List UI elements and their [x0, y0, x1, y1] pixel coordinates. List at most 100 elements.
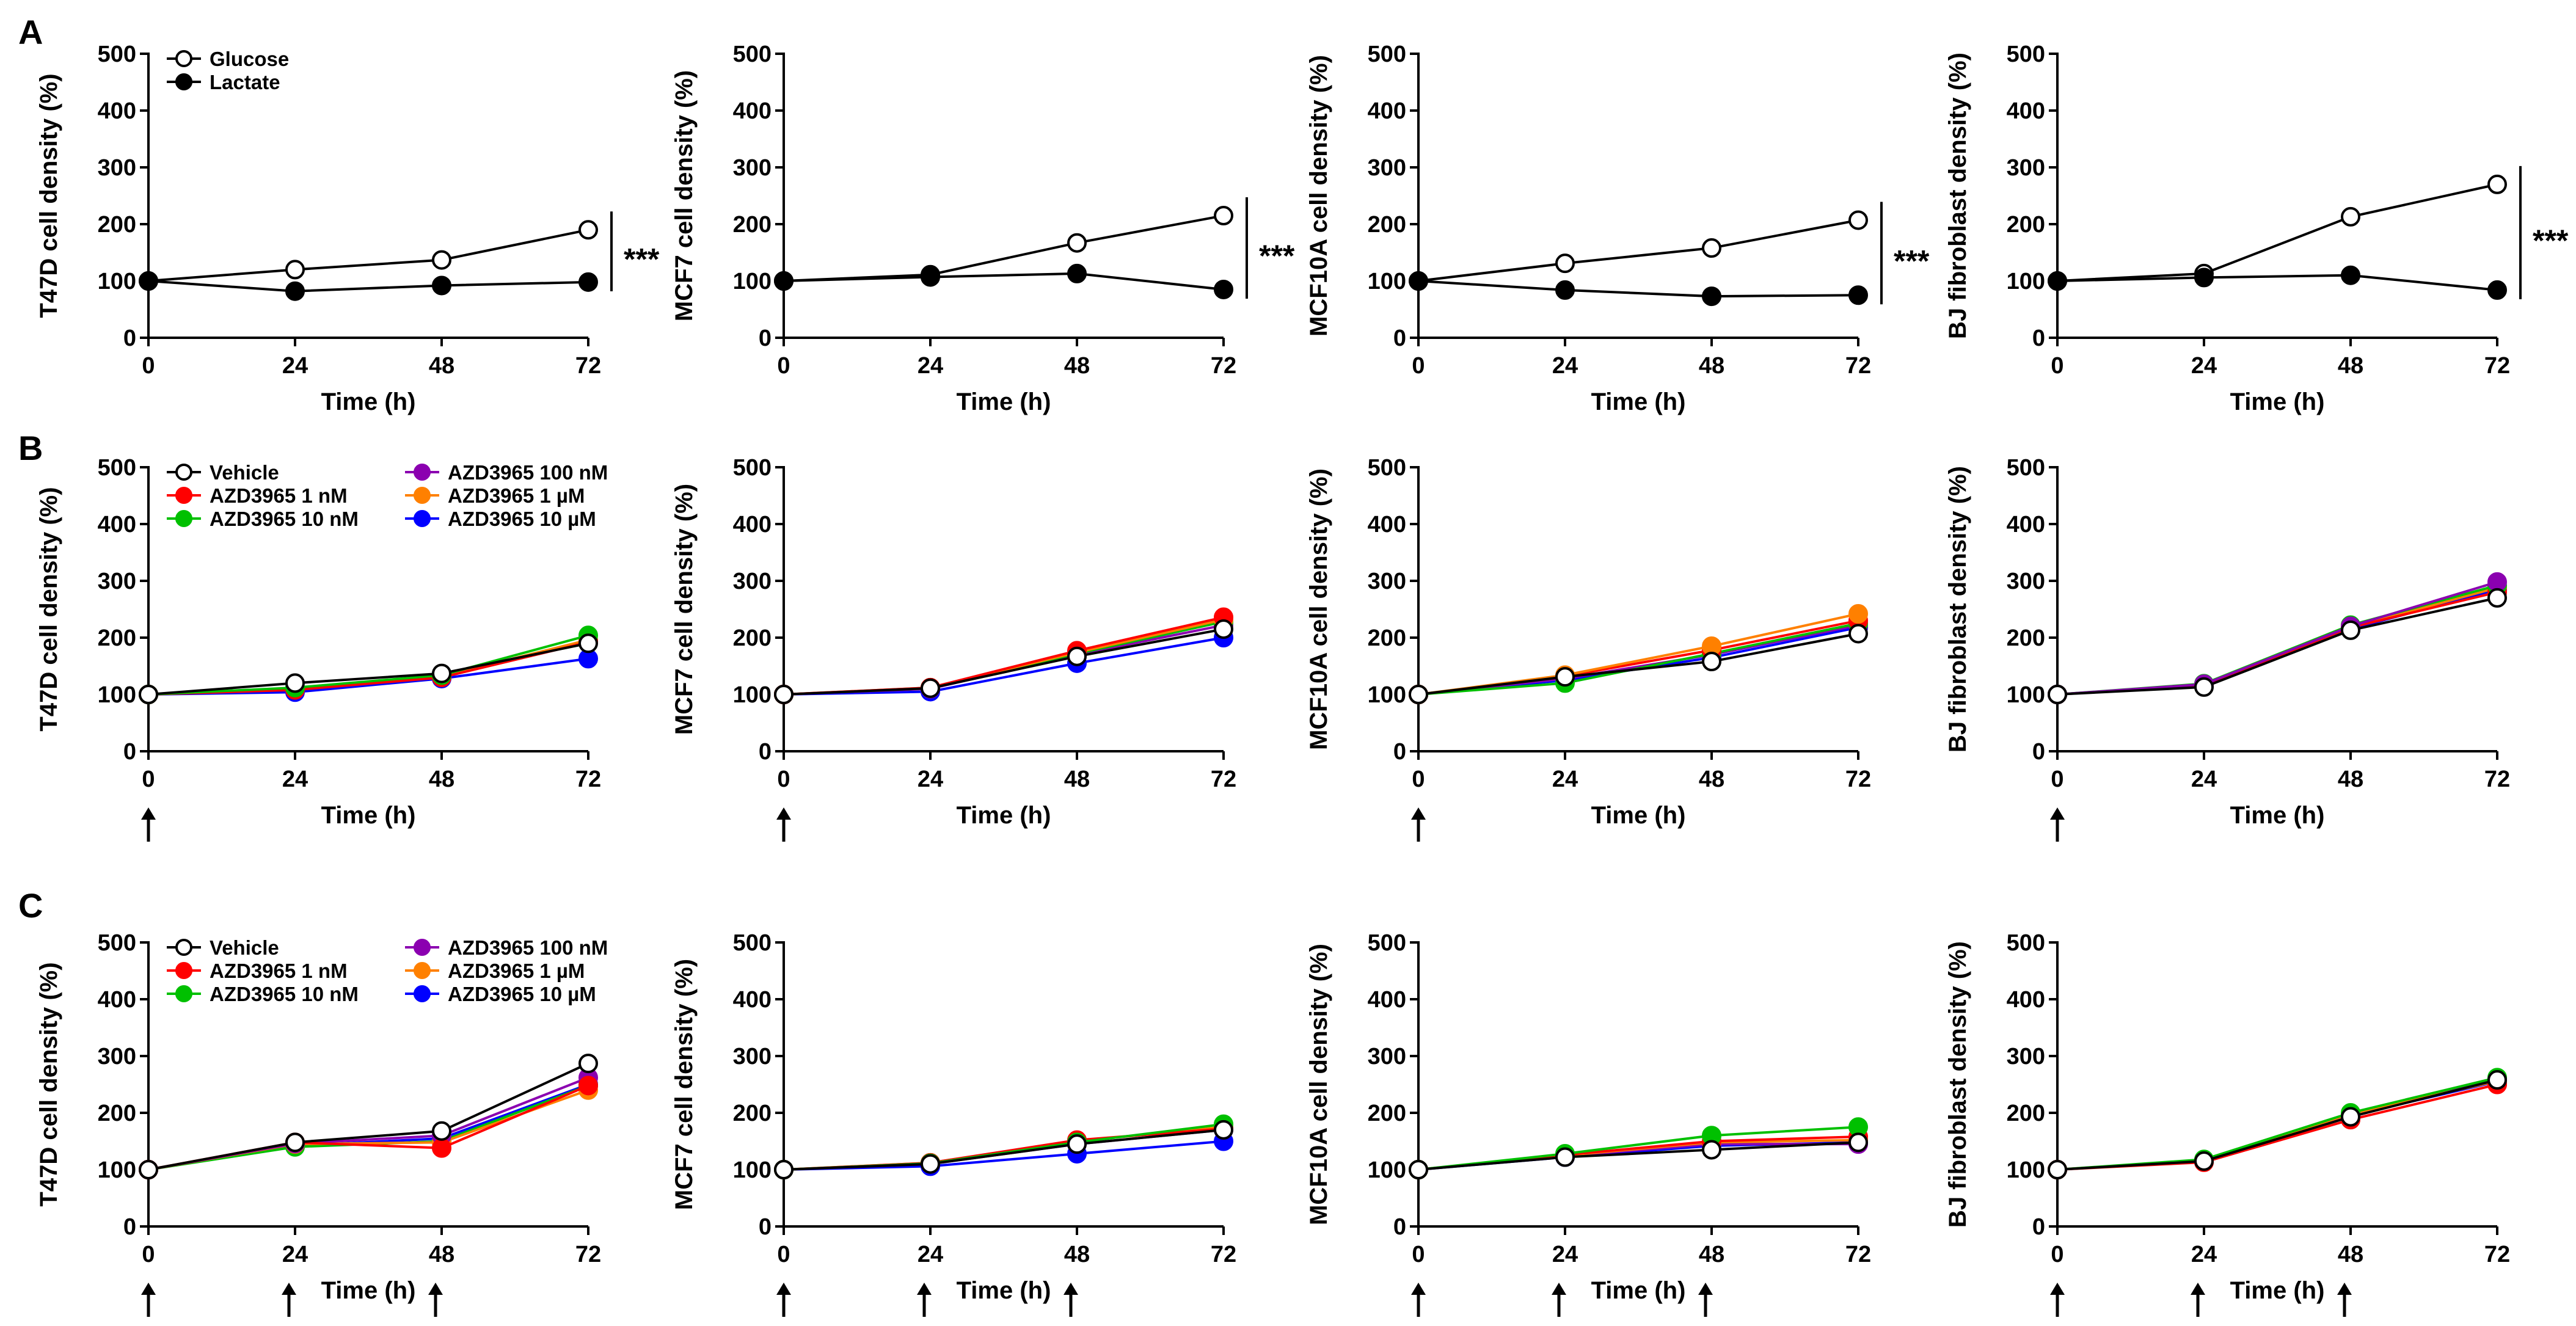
x-tick-label: 48	[1699, 767, 1724, 792]
y-axis-title: T47D cell density (%)	[35, 487, 62, 731]
y-tick-label: 500	[2007, 42, 2045, 67]
x-tick-label: 24	[918, 1242, 943, 1267]
x-tick-label: 24	[2191, 353, 2217, 379]
series-azd3965-10-nm	[2048, 1068, 2507, 1179]
y-tick-label: 0	[123, 739, 136, 765]
legend-item: AZD3965 10 µM	[405, 983, 596, 1005]
series-line	[1418, 612, 1859, 696]
chart-b3: 0 100 200 300 400 500 0 24 48 72 Time (h) MCF10A ce…	[1305, 455, 1871, 842]
legend-item: AZD3965 100 nM	[405, 461, 608, 484]
arrow-head	[1552, 1283, 1566, 1295]
series-glucose	[774, 206, 1233, 291]
data-point	[1555, 253, 1575, 274]
x-tick-label: 0	[142, 1242, 155, 1267]
data-point	[774, 1160, 794, 1179]
legend-label: AZD3965 10 nM	[210, 508, 359, 530]
y-tick-label: 300	[2007, 1044, 2045, 1069]
series-azd3965-10-nm	[139, 625, 598, 704]
y-tick-label: 100	[98, 1157, 136, 1183]
legend-item: AZD3965 1 µM	[405, 960, 585, 982]
legend-item: AZD3965 10 nM	[167, 983, 359, 1005]
series-azd3965-100-nm	[139, 1068, 598, 1179]
legend-marker	[175, 464, 192, 481]
x-tick-label: 48	[2338, 1242, 2363, 1267]
y-tick-label: 500	[1368, 42, 1406, 67]
y-tick-label: 500	[1368, 455, 1406, 481]
y-tick-label: 400	[733, 512, 772, 537]
series-line	[783, 616, 1224, 696]
y-tick-label: 0	[123, 326, 136, 351]
chart-a1: 0 100 200 300 400 500 0 24 48 72 Time (h) T47D cell…	[35, 42, 660, 415]
data-point	[578, 1076, 598, 1096]
legend-marker	[175, 50, 192, 67]
series-glucose	[1409, 210, 1868, 291]
legend-label: AZD3965 1 µM	[448, 960, 585, 982]
legend-item: Vehicle	[167, 461, 279, 484]
treatment-arrow-icon	[776, 1283, 791, 1317]
y-axis-title: T47D cell density (%)	[35, 73, 62, 318]
series-line	[1418, 1126, 1859, 1171]
series-azd3965-10-nm	[774, 611, 1233, 704]
data-point	[921, 1154, 940, 1174]
y-tick-label: 300	[2007, 569, 2045, 594]
legend-item: AZD3965 10 nM	[167, 508, 359, 530]
arrow-head	[776, 1283, 791, 1295]
legend-item: Lactate	[167, 71, 280, 93]
x-tick-label: 0	[2051, 767, 2063, 792]
data-point	[1067, 233, 1087, 253]
x-axis-title: Time (h)	[321, 1277, 416, 1304]
legend-marker	[175, 487, 192, 504]
x-tick-label: 72	[1211, 767, 1236, 792]
legend-marker	[414, 464, 431, 481]
data-point	[1409, 271, 1428, 291]
series-line	[2057, 1076, 2498, 1171]
x-tick-label: 24	[2191, 1242, 2217, 1267]
y-tick-label: 100	[1368, 1157, 1406, 1183]
legend-marker	[414, 487, 431, 504]
legend-item: AZD3965 100 nM	[405, 936, 608, 959]
y-tick-label: 100	[98, 269, 136, 294]
y-axis-title: MCF7 cell density (%)	[671, 959, 698, 1210]
y-tick-label: 300	[98, 155, 136, 181]
x-tick-label: 72	[1211, 353, 1236, 379]
y-tick-label: 500	[1368, 930, 1406, 956]
legend-marker	[175, 73, 192, 90]
series-vehicle	[139, 1054, 598, 1179]
x-tick-label: 24	[918, 353, 943, 379]
x-tick-label: 24	[282, 1242, 308, 1267]
legend-label: AZD3965 1 µM	[448, 484, 585, 507]
series-line	[1418, 619, 1859, 696]
data-point	[578, 220, 598, 240]
x-tick-label: 72	[1211, 1242, 1236, 1267]
y-tick-label: 0	[123, 1214, 136, 1240]
legend-label: Vehicle	[210, 936, 279, 959]
series-glucose	[2048, 174, 2507, 291]
y-tick-label: 400	[98, 98, 136, 124]
y-tick-label: 100	[1368, 682, 1406, 708]
chart-b4: 0 100 200 300 400 500 0 24 48 72 Time (h) BJ fibrob…	[1944, 455, 2510, 842]
x-axis-title: Time (h)	[957, 1277, 1051, 1304]
y-tick-label: 400	[2007, 512, 2045, 537]
data-point	[578, 633, 598, 654]
x-tick-label: 24	[282, 353, 308, 379]
series-line	[148, 634, 589, 696]
charts-container: 0 100 200 300 400 500 0 24 48 72 Time (h) T47D cell…	[35, 42, 2569, 1317]
series-lactate	[774, 263, 1233, 299]
y-axis-title: MCF10A cell density (%)	[1305, 468, 1332, 750]
series-line	[2057, 591, 2498, 696]
series-azd3965-100-nm	[774, 1120, 1233, 1179]
x-axis-title: Time (h)	[1591, 802, 1686, 829]
data-point	[432, 1138, 451, 1158]
x-tick-label: 72	[1845, 1242, 1871, 1267]
data-point	[1409, 1160, 1428, 1179]
x-tick-label: 48	[2338, 353, 2363, 379]
series-azd3965-100-nm	[2048, 572, 2507, 704]
data-point	[432, 663, 451, 683]
x-tick-label: 48	[1064, 353, 1090, 379]
y-tick-label: 500	[98, 42, 136, 67]
x-tick-label: 72	[575, 353, 601, 379]
y-tick-label: 400	[2007, 98, 2045, 124]
data-point	[1214, 1120, 1233, 1140]
data-point	[139, 685, 158, 704]
